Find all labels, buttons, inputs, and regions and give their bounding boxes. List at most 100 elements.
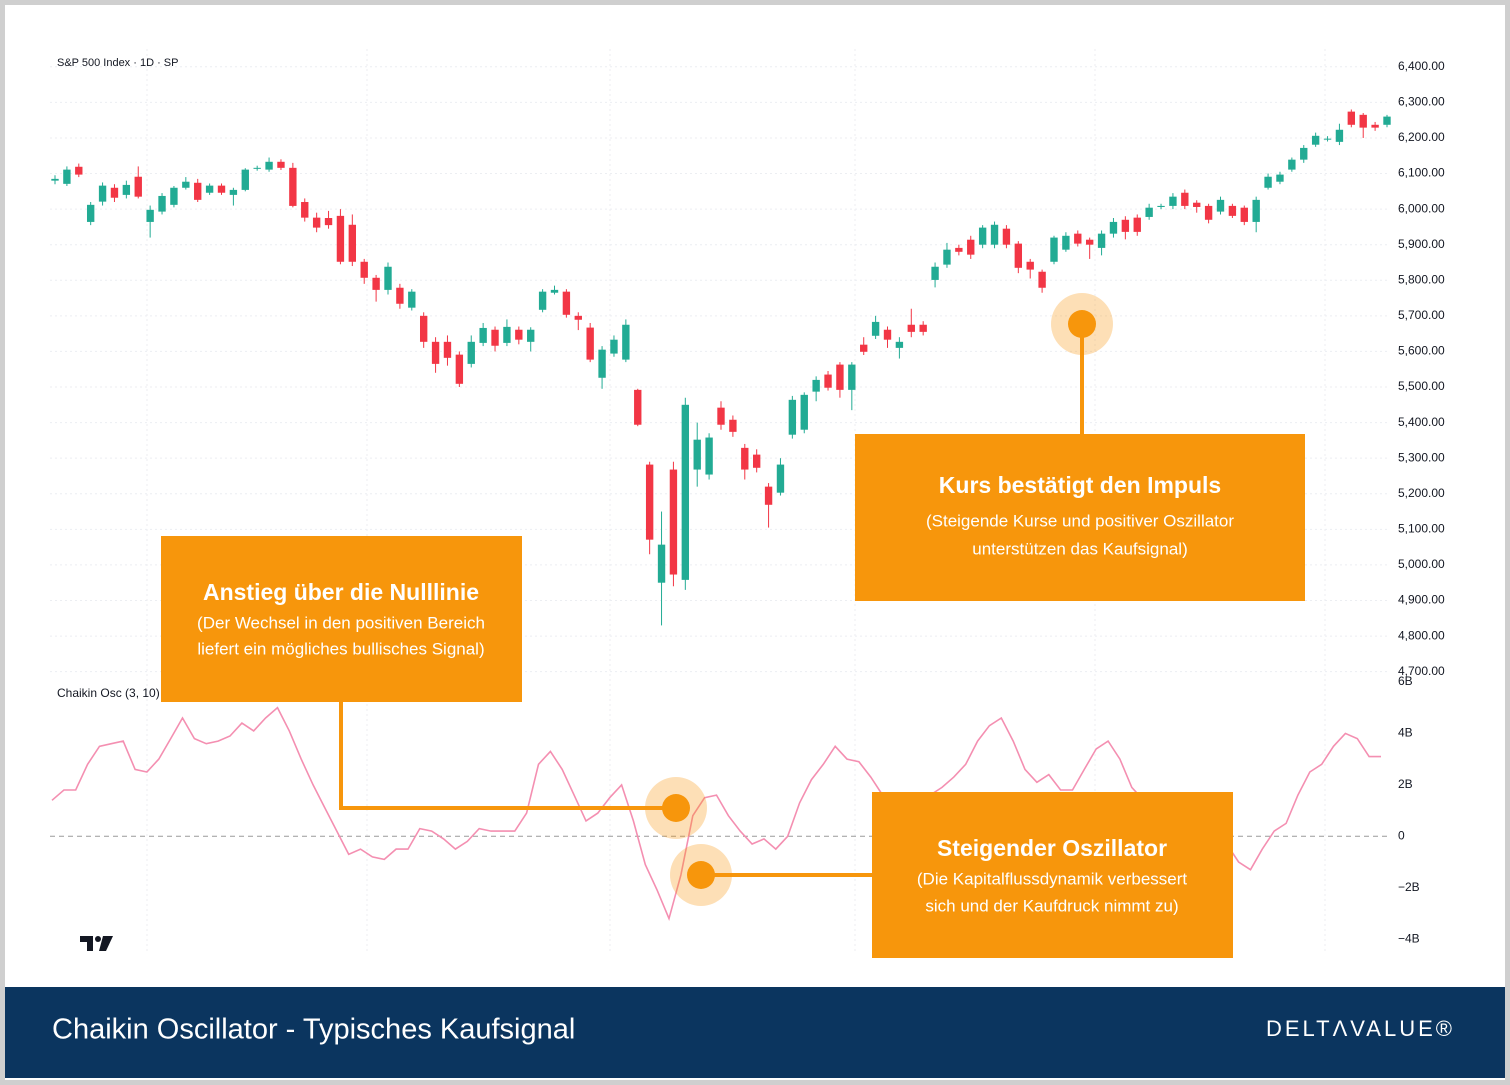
candle-body <box>301 201 309 218</box>
candle-body <box>265 161 273 170</box>
candle-body <box>348 224 357 262</box>
y-tick-label: 5,400.00 <box>1398 415 1445 429</box>
highlight-dot <box>687 861 715 889</box>
y-tick-label: 6,100.00 <box>1398 166 1445 180</box>
candle-body <box>1193 202 1201 207</box>
candle-body <box>158 195 166 212</box>
candle-body <box>1085 239 1094 245</box>
footer-title: Chaikin Oscillator - Typisches Kaufsigna… <box>52 1014 575 1046</box>
annotation-text: (Die Kapitalflussdynamik verbessert <box>917 869 1187 888</box>
candle-body <box>51 178 59 181</box>
candle-body <box>990 224 999 245</box>
candle-body <box>836 364 844 390</box>
candle-body <box>598 349 606 378</box>
candle-body <box>1347 111 1356 125</box>
candle-body <box>883 329 892 340</box>
candle-body <box>122 184 131 195</box>
candle-body <box>586 327 594 360</box>
y-tick-label: 6,400.00 <box>1398 59 1445 73</box>
candle-body <box>1050 237 1058 262</box>
annotation-bg <box>855 434 1305 601</box>
candle-body <box>1288 159 1296 170</box>
candle-body <box>1228 205 1237 216</box>
candle-body <box>289 167 297 206</box>
y-tick-label: 2B <box>1398 777 1413 791</box>
candle-body <box>860 344 868 352</box>
candle-body <box>1359 114 1367 128</box>
candle-body <box>431 341 440 364</box>
candle-body <box>1038 271 1046 288</box>
candle-body <box>336 215 345 262</box>
y-tick-label: 4,700.00 <box>1398 664 1445 678</box>
candle-body <box>1252 199 1260 222</box>
annotation-box: Anstieg über die Nulllinie (Der Wechsel … <box>161 536 522 702</box>
candle-body <box>443 341 452 358</box>
candle-body <box>967 239 975 255</box>
y-tick-label: 5,900.00 <box>1398 237 1445 251</box>
candle-body <box>907 324 915 332</box>
candle-body <box>324 218 333 226</box>
candle-body <box>1204 205 1213 220</box>
candle-body <box>538 291 547 310</box>
candle-body <box>1121 219 1130 232</box>
tv-logo-part <box>95 936 101 942</box>
candle-body <box>634 389 642 425</box>
y-tick-label: 5,600.00 <box>1398 344 1445 358</box>
annotation-text: (Der Wechsel in den positiven Bereich <box>197 613 485 632</box>
candle-body <box>63 169 71 184</box>
candle-body <box>895 341 904 348</box>
candle-body <box>277 161 285 168</box>
candle-body <box>681 404 690 580</box>
y-tick-label: 5,000.00 <box>1398 557 1445 571</box>
candle-body <box>1383 116 1391 125</box>
candle-body <box>729 419 737 432</box>
candle-body <box>562 291 571 315</box>
candle-body <box>110 187 119 198</box>
candle-body <box>86 204 95 222</box>
candle-body <box>1062 235 1070 250</box>
y-tick-label: 0 <box>1398 828 1405 842</box>
candle-body <box>1371 124 1379 128</box>
candle-body <box>467 341 475 364</box>
tv-logo <box>80 936 113 951</box>
osc-title: Chaikin Osc (3, 10) <box>57 686 160 700</box>
y-tick-label: 4,900.00 <box>1398 593 1445 607</box>
annotation-text: (Steigende Kurse und positiver Oszillato… <box>926 511 1234 530</box>
candle-body <box>312 217 321 228</box>
candle-body <box>610 339 618 354</box>
candle-body <box>1109 221 1118 234</box>
y-tick-label: 5,800.00 <box>1398 272 1445 286</box>
annotation-title: Anstieg über die Nulllinie <box>203 579 479 605</box>
y-tick-label: 6B <box>1398 674 1413 688</box>
candle-body <box>764 486 773 505</box>
candle-body <box>1335 129 1344 142</box>
candle-body <box>372 277 380 290</box>
candle-body <box>194 182 202 200</box>
candle-body <box>384 266 392 290</box>
candle-body <box>98 185 107 202</box>
candle-body <box>1300 147 1308 160</box>
candle-body <box>1216 199 1225 212</box>
annotation-text: unterstützen das Kaufsignal) <box>972 539 1187 558</box>
connector <box>339 702 676 810</box>
candle-body <box>1240 207 1248 222</box>
tv-logo-part <box>80 936 93 951</box>
y-tick-label: 6,000.00 <box>1398 201 1445 215</box>
y-tick-label: 5,700.00 <box>1398 308 1445 322</box>
y-tick-label: 5,100.00 <box>1398 522 1445 536</box>
candle-body <box>943 249 951 265</box>
candle-body <box>1026 261 1034 270</box>
connectors <box>339 324 1084 877</box>
annotation-text: liefert ein mögliches bullisches Signal) <box>197 639 484 658</box>
candle-body <box>1169 196 1177 206</box>
candle-body <box>978 227 987 245</box>
candle-body <box>170 187 178 205</box>
price-title: S&P 500 Index · 1D · SP <box>57 57 178 69</box>
candle-body <box>550 289 559 293</box>
candle-body <box>1181 192 1189 206</box>
candle-body <box>419 315 428 342</box>
candle-body <box>1002 228 1011 245</box>
candle-body <box>1157 205 1165 207</box>
candle-body <box>1276 174 1284 182</box>
